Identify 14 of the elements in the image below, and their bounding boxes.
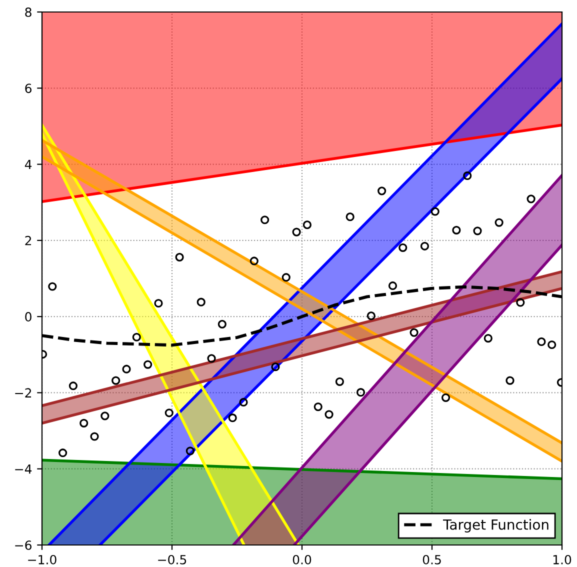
x-tick-label: 1.0 xyxy=(553,554,572,564)
y-tick-label: 6 xyxy=(25,84,32,94)
y-tick-label: 8 xyxy=(25,7,32,17)
y-tick-label: 2 xyxy=(25,236,32,246)
y-tick-label: −6 xyxy=(15,540,32,550)
legend-label: Target Function xyxy=(443,519,548,532)
y-tick-label: −4 xyxy=(15,464,32,474)
x-tick-label: −1.0 xyxy=(28,554,56,564)
y-tick-label: 4 xyxy=(24,160,32,170)
x-tick-label: 0.5 xyxy=(422,554,441,564)
x-tick-label: −0.5 xyxy=(158,554,186,564)
y-tick-label: 0 xyxy=(25,312,32,322)
y-tick-label: −2 xyxy=(15,388,32,398)
x-tick-label: 0.0 xyxy=(292,554,312,564)
